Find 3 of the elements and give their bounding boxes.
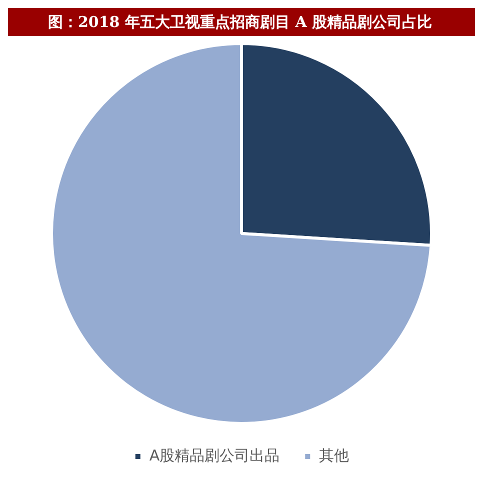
legend-label: A股精品剧公司出品 xyxy=(149,446,280,464)
legend-label: 其他 xyxy=(319,446,350,464)
chart-title: 图：2018 年五大卫视重点招商剧目 A 股精品剧公司占比 xyxy=(8,8,475,36)
